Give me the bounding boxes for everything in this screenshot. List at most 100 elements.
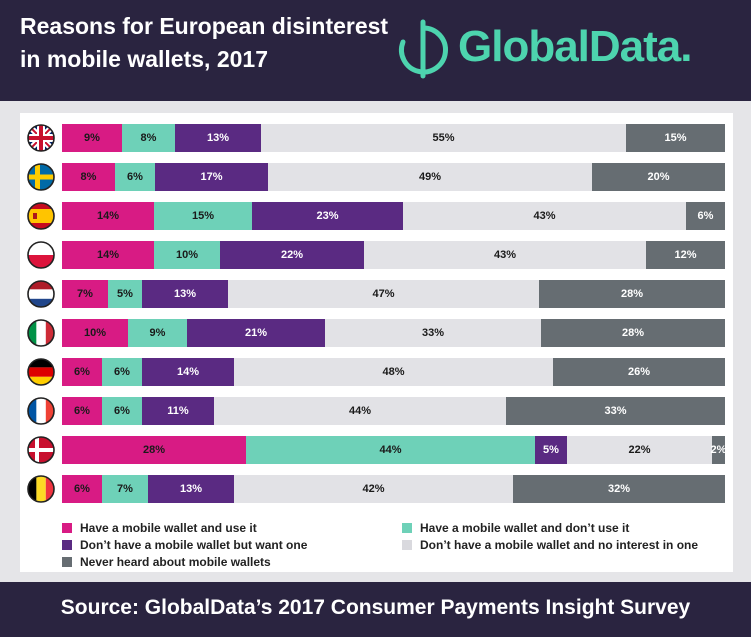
data-label: 6% bbox=[127, 171, 143, 183]
bar-segment-dont-use: 6% bbox=[102, 397, 142, 425]
bar-segment-use: 28% bbox=[62, 436, 246, 464]
data-label: 5% bbox=[543, 444, 559, 456]
legend-swatch bbox=[62, 523, 72, 533]
bar-segment-dont-use: 44% bbox=[246, 436, 535, 464]
legend-label: Have a mobile wallet and don’t use it bbox=[420, 521, 630, 535]
bar-segment-never-heard: 2% bbox=[710, 436, 727, 464]
data-label: 47% bbox=[372, 288, 395, 300]
data-label: 6% bbox=[74, 405, 90, 417]
bar-segment-dont-use: 7% bbox=[102, 475, 148, 503]
bar-segment-dont-use: 8% bbox=[122, 124, 175, 152]
bar-segment-want: 13% bbox=[148, 475, 234, 503]
data-label: 10% bbox=[83, 327, 107, 339]
data-label: 42% bbox=[362, 483, 385, 495]
bar-segment-no-interest: 33% bbox=[325, 319, 541, 347]
chart-title: Reasons for European disinterest in mobi… bbox=[20, 10, 388, 76]
bar-row: 8% 6% 17% 49% 20% bbox=[62, 163, 725, 191]
data-label: 44% bbox=[348, 405, 372, 417]
data-label: 13% bbox=[206, 132, 230, 144]
data-label: 28% bbox=[621, 327, 645, 339]
data-label: 28% bbox=[142, 444, 166, 456]
bar-row: 9% 8% 13% 55% 15% bbox=[62, 124, 725, 152]
data-label: 32% bbox=[607, 483, 631, 495]
bar-segment-no-interest: 48% bbox=[234, 358, 553, 386]
footer-banner: Source: GlobalData’s 2017 Consumer Payme… bbox=[0, 582, 751, 637]
data-label: 17% bbox=[200, 171, 223, 183]
data-label: 14% bbox=[96, 210, 120, 222]
bar-segment-never-heard: 15% bbox=[626, 124, 725, 152]
germany-flag-icon bbox=[27, 358, 55, 386]
bar-segment-want: 13% bbox=[142, 280, 228, 308]
bar-segment-never-heard: 12% bbox=[646, 241, 725, 269]
header-banner: Reasons for European disinterest in mobi… bbox=[0, 0, 751, 101]
data-label: 15% bbox=[191, 210, 215, 222]
france-flag-icon bbox=[27, 397, 55, 425]
data-label: 13% bbox=[179, 483, 203, 495]
bar-segment-use: 14% bbox=[62, 202, 154, 230]
bar-segment-want: 21% bbox=[187, 319, 325, 347]
bar-segment-want: 11% bbox=[142, 397, 214, 425]
poland-flag-icon bbox=[27, 241, 55, 269]
data-label: 11% bbox=[167, 405, 189, 417]
legend-swatch bbox=[62, 557, 72, 567]
bar-segment-dont-use: 6% bbox=[102, 358, 142, 386]
data-label: 5% bbox=[117, 288, 133, 300]
data-label: 28% bbox=[620, 288, 644, 300]
data-label: 20% bbox=[647, 171, 670, 183]
bar-segment-use: 6% bbox=[62, 358, 102, 386]
data-label: 22% bbox=[280, 249, 304, 261]
data-label: 22% bbox=[628, 444, 651, 456]
legend-item-use: Have a mobile wallet and use it bbox=[62, 521, 257, 535]
bar-segment-use: 7% bbox=[62, 280, 108, 308]
globaldata-logo-icon bbox=[399, 19, 448, 79]
legend-item-never-heard: Never heard about mobile wallets bbox=[62, 555, 271, 569]
bar-segment-use: 9% bbox=[62, 124, 122, 152]
data-label: 9% bbox=[84, 132, 100, 144]
belgium-flag-icon bbox=[27, 475, 55, 503]
data-label: 2% bbox=[710, 444, 727, 456]
bar-segment-no-interest: 42% bbox=[234, 475, 513, 503]
bar-segment-want: 5% bbox=[535, 436, 567, 464]
bar-segment-no-interest: 47% bbox=[228, 280, 539, 308]
bar-segment-never-heard: 20% bbox=[592, 163, 725, 191]
bar-segment-never-heard: 33% bbox=[506, 397, 725, 425]
bar-segment-dont-use: 9% bbox=[128, 319, 187, 347]
denmark-flag-icon bbox=[27, 436, 55, 464]
bar-segment-use: 6% bbox=[62, 475, 102, 503]
bar-segment-want: 23% bbox=[252, 202, 403, 230]
bar-row: 10% 9% 21% 33% 28% bbox=[62, 319, 725, 347]
bar-row: 6% 6% 11% 44% 33% bbox=[62, 397, 725, 425]
legend-item-dont-use: Have a mobile wallet and don’t use it bbox=[402, 521, 629, 535]
data-label: 13% bbox=[173, 288, 197, 300]
title-line-2: in mobile wallets, 2017 bbox=[20, 46, 268, 72]
bar-segment-use: 6% bbox=[62, 397, 102, 425]
data-label: 9% bbox=[149, 327, 166, 339]
legend-label: Never heard about mobile wallets bbox=[80, 555, 271, 569]
data-label: 6% bbox=[114, 405, 130, 417]
globaldata-logo-text: GlobalData. bbox=[458, 22, 692, 71]
data-label: 21% bbox=[244, 327, 268, 339]
bar-segment-dont-use: 10% bbox=[154, 241, 220, 269]
bar-segment-no-interest: 22% bbox=[567, 436, 712, 464]
bar-segment-never-heard: 28% bbox=[541, 319, 725, 347]
data-label: 15% bbox=[664, 132, 687, 144]
data-label: 7% bbox=[77, 288, 93, 300]
bar-segment-want: 13% bbox=[175, 124, 261, 152]
data-label: 44% bbox=[379, 444, 402, 456]
bar-segment-never-heard: 28% bbox=[539, 280, 725, 308]
data-label: 14% bbox=[96, 249, 120, 261]
data-label: 6% bbox=[74, 483, 90, 495]
data-label: 6% bbox=[74, 366, 90, 378]
data-label: 26% bbox=[627, 366, 651, 378]
bar-segment-want: 22% bbox=[220, 241, 364, 269]
data-label: 14% bbox=[176, 366, 200, 378]
legend-label: Don’t have a mobile wallet but want one bbox=[80, 538, 308, 552]
italy-flag-icon bbox=[27, 319, 55, 347]
legend-swatch bbox=[62, 540, 72, 550]
bar-segment-dont-use: 5% bbox=[108, 280, 142, 308]
bar-segment-never-heard: 32% bbox=[513, 475, 725, 503]
data-label: 55% bbox=[432, 132, 455, 144]
bar-row: 14% 10% 22% 43% 12% bbox=[62, 241, 725, 269]
bar-row: 28% 44% 5% 22% 2% bbox=[62, 436, 727, 464]
sweden-flag-icon bbox=[27, 163, 55, 191]
